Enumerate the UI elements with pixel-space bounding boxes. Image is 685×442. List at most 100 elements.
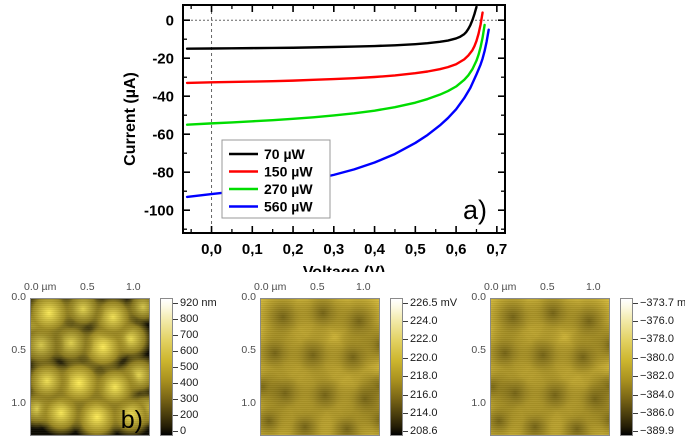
afm-d-side-axis: 0.0 0.5 1.0 — [460, 291, 488, 436]
colorbar-tick — [633, 321, 638, 323]
y-tick-label-1: -20 — [152, 51, 174, 68]
iv-curve-panel: 0,0 0,1 0,2 0,3 0,4 0,5 0,6 0,7 0 -20 -40 -60 -80 -10… — [122, 4, 507, 272]
colorbar-tick — [173, 350, 178, 352]
colorbar-label-6: 300 — [180, 393, 199, 406]
iv-chart: 0,0 0,1 0,2 0,3 0,4 0,5 0,6 0,7 0 -20 -40 -60 -80 -10… — [122, 4, 507, 272]
legend-label-2: 270 µW — [264, 181, 313, 197]
colorbar-tick — [403, 357, 408, 359]
afm-d-top-label-0: 0.0 µm — [484, 281, 517, 293]
iv-series-0 — [185, 5, 478, 50]
colorbar-tick — [403, 376, 408, 378]
afm-b-top-label-2: 1.0 — [126, 281, 141, 293]
afm-d-side-label-1: 0.5 — [471, 344, 486, 356]
x-tick-label-4: 0,4 — [364, 241, 386, 258]
colorbar-tick — [633, 376, 638, 378]
panel-a-letter: a) — [463, 195, 487, 225]
grain-c — [261, 299, 379, 435]
iv-series-2 — [185, 23, 486, 126]
x-tick-label-5: 0,5 — [405, 241, 426, 258]
colorbar-label-3: −380.0 — [640, 351, 674, 364]
afm-potential-panel-1: 0.0 µm 0.5 1.0 0.0 0.5 1.0 226.5 mV 224.0… — [230, 278, 460, 442]
afm-d-colorbar — [620, 298, 633, 436]
colorbar-label-1: 224.0 — [410, 315, 438, 328]
colorbar-label-8: 0 — [180, 425, 187, 438]
afm-d-top-label-2: 1.0 — [586, 281, 601, 293]
colorbar-label-0: 226.5 mV — [410, 296, 458, 309]
colorbar-tick — [633, 412, 638, 414]
x-tick-label-2: 0,2 — [283, 241, 304, 258]
colorbar-tick — [173, 399, 178, 401]
x-tick-label-1: 0,1 — [242, 241, 263, 258]
afm-topography-panel: 0.0 µm 0.5 1.0 0.0 0.5 1.0 b) 920 nm 800 7… — [0, 278, 230, 442]
colorbar-label-3: 220.0 — [410, 351, 438, 364]
colorbar-tick — [173, 415, 178, 417]
legend-label-0: 70 µW — [264, 146, 306, 162]
colorbar-tick — [633, 357, 638, 359]
colorbar-label-0: −373.7 mV — [640, 296, 685, 309]
afm-b-side-axis: 0.0 0.5 1.0 — [0, 291, 28, 436]
colorbar-label-7: 208.6 — [410, 425, 438, 438]
colorbar-tick — [403, 339, 408, 341]
afm-c-image — [260, 298, 380, 436]
colorbar-tick — [403, 431, 408, 433]
colorbar-tick — [173, 431, 178, 433]
plot-frame — [182, 4, 506, 234]
afm-c-side-label-0: 0.0 — [241, 291, 256, 303]
afm-b-colorbar — [160, 298, 173, 436]
afm-c-colorbar — [390, 298, 403, 436]
afm-d-side-label-2: 1.0 — [471, 397, 486, 409]
colorbar-label-4: 500 — [180, 361, 199, 373]
colorbar-tick — [173, 302, 178, 304]
afm-b-side-label-0: 0.0 — [11, 291, 26, 303]
colorbar-label-4: 218.0 — [410, 370, 438, 383]
afm-c-side-label-1: 0.5 — [241, 344, 256, 356]
colorbar-tick — [403, 394, 408, 396]
y-tick-label-2: -40 — [152, 89, 174, 106]
colorbar-label-6: 214.0 — [410, 406, 438, 419]
afm-b-top-label-1: 0.5 — [80, 281, 95, 293]
afm-c-side-label-2: 1.0 — [241, 397, 256, 409]
iv-series-1 — [185, 11, 484, 85]
colorbar-label-5: 216.0 — [410, 388, 438, 401]
x-tick-label-7: 0,7 — [486, 241, 507, 258]
afm-b-grains — [31, 299, 149, 435]
colorbar-label-2: −378.0 — [640, 333, 674, 346]
colorbar-label-2: 700 — [180, 328, 199, 341]
colorbar-label-1: −376.0 — [640, 315, 674, 328]
colorbar-label-1: 800 — [180, 312, 199, 325]
grain-d — [491, 299, 609, 435]
colorbar-label-5: −384.0 — [640, 388, 674, 401]
colorbar-tick — [633, 339, 638, 341]
afm-d-top-label-1: 0.5 — [540, 281, 555, 293]
colorbar-tick — [633, 431, 638, 433]
colorbar-tick — [633, 394, 638, 396]
y-tick-label-3: -60 — [152, 127, 174, 144]
afm-d-scanlines — [491, 299, 609, 435]
colorbar-tick — [173, 318, 178, 320]
y-tick-label-5: -100 — [144, 203, 174, 220]
x-tick-label-0: 0,0 — [201, 241, 222, 258]
legend-label-1: 150 µW — [264, 164, 313, 180]
afm-c-top-label-2: 1.0 — [356, 281, 371, 293]
colorbar-tick — [403, 302, 408, 304]
colorbar-label-7: 200 — [180, 409, 199, 422]
colorbar-label-7: −389.9 — [640, 425, 674, 438]
afm-b-image: b) — [30, 298, 150, 436]
y-tick-label-4: -80 — [152, 165, 174, 182]
afm-c-top-label-1: 0.5 — [310, 281, 325, 293]
colorbar-tick — [173, 383, 178, 385]
colorbar-label-3: 600 — [180, 344, 199, 357]
afm-c-top-label-0: 0.0 µm — [254, 281, 287, 293]
afm-b-side-label-2: 1.0 — [11, 397, 26, 409]
afm-b-scanlines — [31, 299, 149, 435]
afm-c-top-axis: 0.0 µm 0.5 1.0 — [230, 281, 460, 295]
colorbar-label-5: 400 — [180, 377, 199, 390]
colorbar-label-2: 222.0 — [410, 333, 438, 346]
y-axis-title: Current (µA) — [122, 72, 139, 166]
x-axis-title: Voltage (V) — [303, 264, 385, 272]
afm-d-side-label-0: 0.0 — [471, 291, 486, 303]
x-tick-label-3: 0,3 — [323, 241, 344, 258]
y-tick-label-0: 0 — [166, 13, 174, 30]
afm-d-top-axis: 0.0 µm 0.5 1.0 — [460, 281, 685, 295]
x-tick-label-6: 0,6 — [446, 241, 467, 258]
